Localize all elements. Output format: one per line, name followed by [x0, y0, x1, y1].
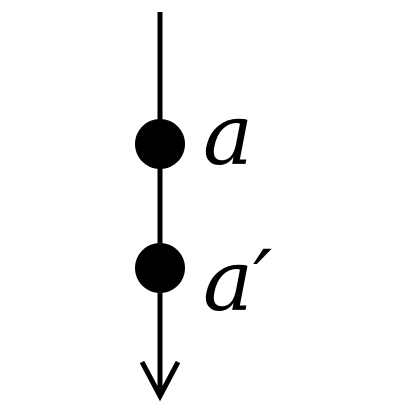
- node-a-label: a: [203, 86, 253, 184]
- node-a-prime-dot: [135, 243, 185, 293]
- arrowhead-icon: [139, 360, 181, 402]
- node-a-prime-label: a′: [203, 232, 272, 330]
- node-a-dot: [135, 119, 185, 169]
